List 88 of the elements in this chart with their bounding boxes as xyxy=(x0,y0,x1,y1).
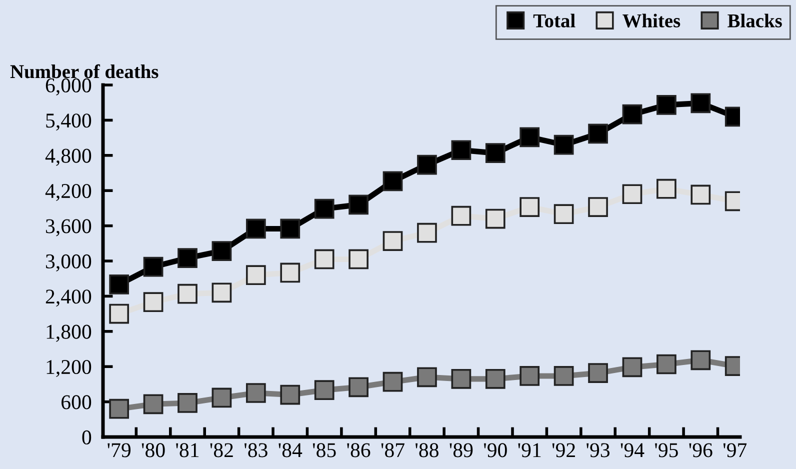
point xyxy=(588,124,608,144)
point xyxy=(485,368,506,389)
x-tick-label: '94 xyxy=(620,443,644,458)
x-tick-label: '79 xyxy=(108,443,131,458)
point xyxy=(178,248,198,268)
point xyxy=(690,350,711,370)
point xyxy=(280,262,300,283)
point xyxy=(622,104,642,124)
point xyxy=(348,377,368,398)
point xyxy=(246,265,266,286)
y-tick-label: 4,200 xyxy=(45,184,92,202)
x-tick-label: '86 xyxy=(347,443,370,458)
point xyxy=(690,184,711,205)
point xyxy=(280,218,300,239)
point xyxy=(280,384,300,405)
point xyxy=(554,134,574,155)
y-tick-label: 3,000 xyxy=(46,254,92,272)
point xyxy=(314,380,334,400)
point xyxy=(143,394,164,414)
y-tick-label: 4,800 xyxy=(45,148,92,166)
y-tick-label: 1,800 xyxy=(46,324,92,342)
x-tick-label: '90 xyxy=(484,443,507,458)
point xyxy=(656,178,676,199)
x-tick-label: '91 xyxy=(518,443,541,458)
point xyxy=(622,184,642,204)
point xyxy=(314,249,334,270)
point xyxy=(314,198,334,219)
x-tick-label: '82 xyxy=(210,443,233,458)
x-tick-label: '83 xyxy=(244,443,268,458)
point xyxy=(178,284,198,304)
x-tick-label: '87 xyxy=(381,443,404,458)
y-tick-label: 3,600 xyxy=(46,219,92,236)
y-tick-label: 0 xyxy=(82,430,92,444)
legend-label: Total xyxy=(533,14,576,28)
point xyxy=(554,204,574,224)
point xyxy=(212,282,232,303)
point xyxy=(451,140,472,160)
x-tick-label: '96 xyxy=(689,443,712,458)
point xyxy=(109,274,130,294)
x-tick-label: '89 xyxy=(450,443,473,458)
x-tick-label: '92 xyxy=(552,443,575,458)
x-tick-label: '84 xyxy=(278,443,302,458)
y-tick-label: 5,400 xyxy=(46,114,92,131)
x-tick-label: '80 xyxy=(142,443,165,458)
point xyxy=(212,388,232,408)
point xyxy=(417,367,437,388)
y-axis-title: Number of deaths xyxy=(10,64,158,78)
point xyxy=(178,393,198,413)
point xyxy=(382,231,403,251)
x-tick-label: '88 xyxy=(416,443,438,458)
point xyxy=(143,292,164,312)
point xyxy=(417,154,437,175)
point xyxy=(588,363,608,383)
point xyxy=(109,398,130,419)
point xyxy=(520,197,540,217)
point xyxy=(520,366,540,386)
point xyxy=(588,197,608,217)
legend-label: Whites xyxy=(622,14,680,28)
x-tick-label: '97 xyxy=(723,443,747,458)
point xyxy=(554,366,574,386)
point xyxy=(690,93,711,114)
point xyxy=(622,357,642,378)
legend-label: Blacks xyxy=(728,14,782,28)
point xyxy=(246,218,266,239)
point xyxy=(656,95,676,115)
x-tick-label: '93 xyxy=(586,443,610,458)
point xyxy=(382,372,403,392)
point xyxy=(656,354,676,374)
point xyxy=(451,368,472,389)
point xyxy=(520,127,540,148)
point xyxy=(348,194,368,215)
y-tick-label: 1,200 xyxy=(46,360,92,378)
x-tick-label: '95 xyxy=(655,443,678,458)
point xyxy=(417,222,437,243)
point xyxy=(451,206,472,226)
y-tick-label: 2,400 xyxy=(46,290,92,307)
point xyxy=(212,241,232,261)
point xyxy=(485,143,506,163)
x-tick-label: '85 xyxy=(312,443,336,458)
point xyxy=(348,249,368,270)
point xyxy=(109,304,130,324)
y-tick-label: 6,000 xyxy=(46,78,92,96)
x-tick-label: '81 xyxy=(176,443,199,458)
y-tick-label: 600 xyxy=(62,395,92,410)
point xyxy=(143,256,164,277)
point xyxy=(246,383,266,403)
point xyxy=(382,171,403,192)
point xyxy=(485,208,506,229)
